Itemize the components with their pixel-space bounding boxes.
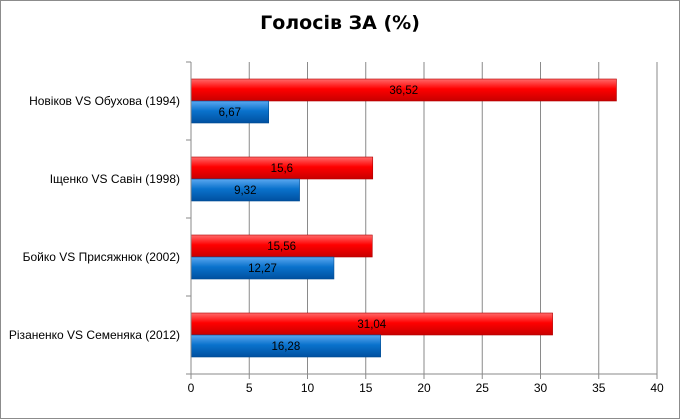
category-label: Бойко VS Присяжнюк (2002) [23,250,180,264]
labels: 0 5 10 15 20 25 30 35 40 36,52 6,67 Новіков VS Обух… [9,85,664,395]
axes [186,61,658,379]
bar-value-label: 36,52 [389,85,418,97]
bars [190,78,617,358]
bar-value-label: 16,28 [271,341,300,353]
x-tick-label: 5 [246,381,253,395]
category-label: Новіков VS Обухова (1994) [29,94,180,108]
bar-value-label: 6,67 [219,107,241,119]
x-tick-label: 20 [417,381,431,395]
x-tick-label: 10 [301,381,315,395]
bar-value-label: 12,27 [248,263,277,275]
bar-value-label: 9,32 [234,185,256,197]
category-label: Різаненко VS Семеняка (2012) [9,328,180,342]
x-tick-label: 25 [476,381,490,395]
x-tick-label: 0 [188,381,195,395]
x-tick-label: 15 [359,381,373,395]
x-tick-label: 35 [592,381,606,395]
bar-value-label: 15,56 [267,241,296,253]
x-tick-label: 30 [534,381,548,395]
chart-title: Голосів ЗА (%) [260,12,420,34]
x-tick-label: 40 [650,381,664,395]
category-label: Іщенко VS Савін (1998) [50,172,180,186]
bar-value-label: 15,6 [271,163,293,175]
bar-value-label: 31,04 [357,319,386,331]
